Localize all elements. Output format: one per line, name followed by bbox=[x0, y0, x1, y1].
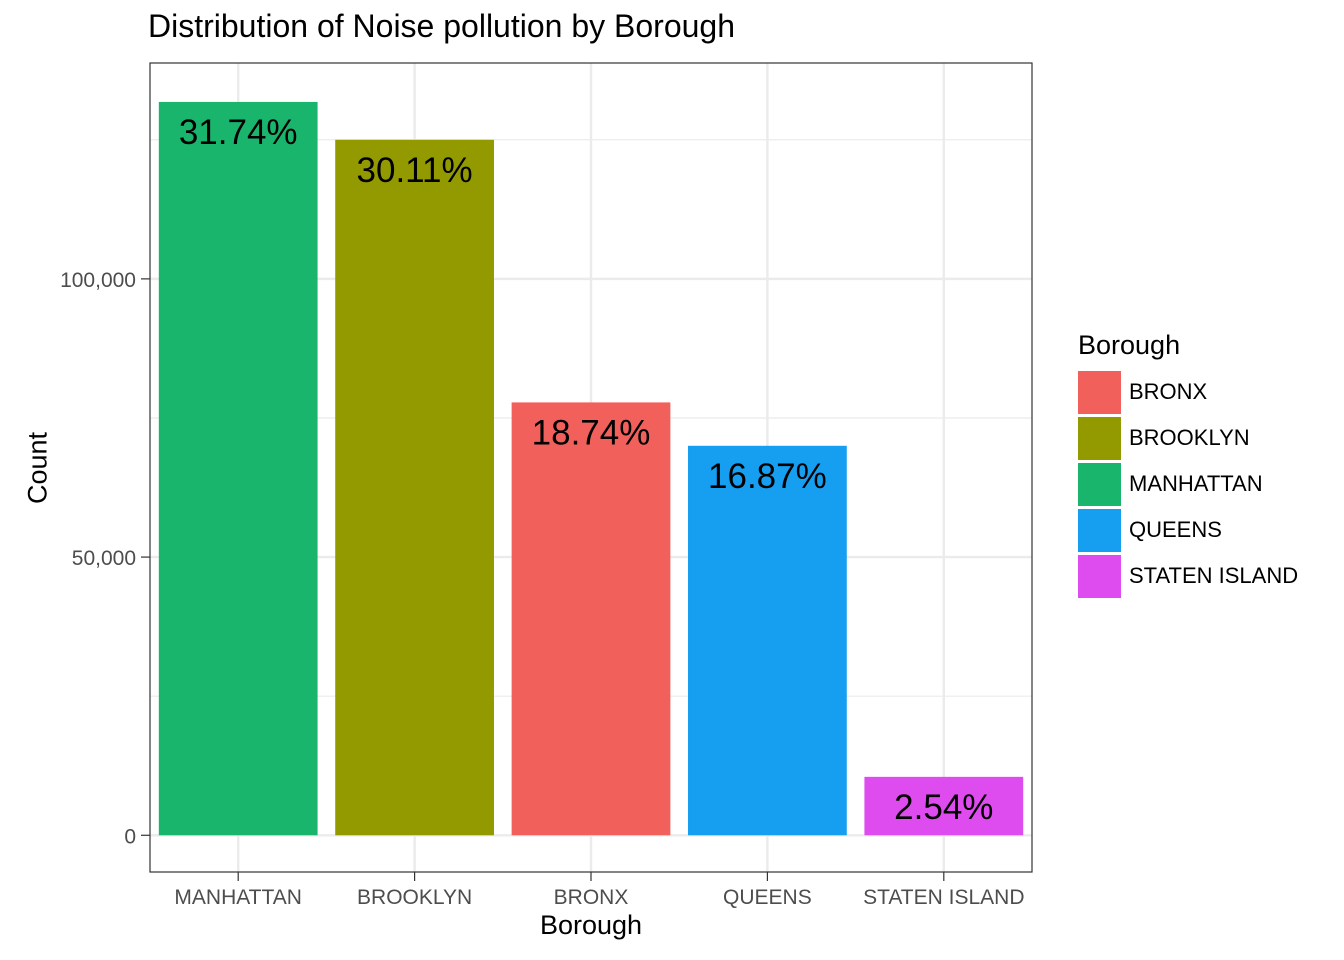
y-tick-label: 0 bbox=[124, 825, 136, 848]
legend-title: Borough bbox=[1078, 330, 1181, 360]
bar-data-label: 18.74% bbox=[532, 413, 651, 452]
bar-queens bbox=[688, 445, 847, 836]
legend-swatch bbox=[1078, 416, 1121, 460]
legend-swatch bbox=[1078, 462, 1121, 506]
bar-data-label: 30.11% bbox=[357, 151, 473, 190]
bar-bronx bbox=[511, 402, 671, 836]
x-tick-label: STATEN ISLAND bbox=[863, 886, 1024, 909]
bar-brooklyn bbox=[335, 139, 494, 836]
legend-item: BROOKLYN bbox=[1078, 415, 1298, 461]
legend-label: BROOKLYN bbox=[1129, 425, 1250, 450]
x-tick-label: MANHATTAN bbox=[174, 886, 302, 909]
legend-item: QUEENS bbox=[1078, 507, 1298, 553]
y-axis-title: Count bbox=[22, 431, 53, 505]
legend-item: STATEN ISLAND bbox=[1078, 553, 1298, 599]
bar-manhattan bbox=[158, 101, 318, 836]
y-axis: 0 50,000 100,000 bbox=[60, 269, 150, 848]
bar-staten-island bbox=[864, 776, 1024, 836]
bar-data-label: 16.87% bbox=[708, 457, 827, 496]
legend-swatch bbox=[1078, 370, 1121, 414]
x-axis: MANHATTAN BROOKLYN BRONX QUEENS STATEN ISLAN… bbox=[174, 872, 1025, 909]
y-tick-label: 50,000 bbox=[72, 547, 136, 570]
legend: Borough BRONX BROOKLYN MANHATTAN QUEENS STAT… bbox=[1078, 330, 1298, 599]
y-tick-label: 100,000 bbox=[60, 269, 136, 292]
legend-label: MANHATTAN bbox=[1129, 471, 1263, 496]
bar-labels: 31.74% 30.11% 18.74% 16.87% 2.54% bbox=[179, 113, 994, 827]
legend-item: BRONX bbox=[1078, 369, 1298, 415]
bars bbox=[158, 101, 1024, 836]
bar-data-label: 31.74% bbox=[179, 113, 298, 152]
x-tick-label: BROOKLYN bbox=[357, 886, 472, 909]
legend-item: MANHATTAN bbox=[1078, 461, 1298, 507]
legend-items: BRONX BROOKLYN MANHATTAN QUEENS STATEN ISLAN… bbox=[1078, 369, 1298, 599]
legend-label: BRONX bbox=[1129, 379, 1208, 404]
x-axis-title: Borough bbox=[539, 910, 643, 940]
bar-data-label: 2.54% bbox=[894, 788, 993, 827]
legend-label: QUEENS bbox=[1129, 517, 1222, 542]
legend-label: STATEN ISLAND bbox=[1129, 563, 1299, 588]
chart-title: Distribution of Noise pollution by Borou… bbox=[148, 8, 735, 44]
legend-swatch bbox=[1078, 508, 1121, 552]
legend-swatch bbox=[1078, 554, 1121, 598]
x-tick-label: QUEENS bbox=[723, 886, 812, 909]
x-tick-label: BRONX bbox=[554, 886, 629, 909]
